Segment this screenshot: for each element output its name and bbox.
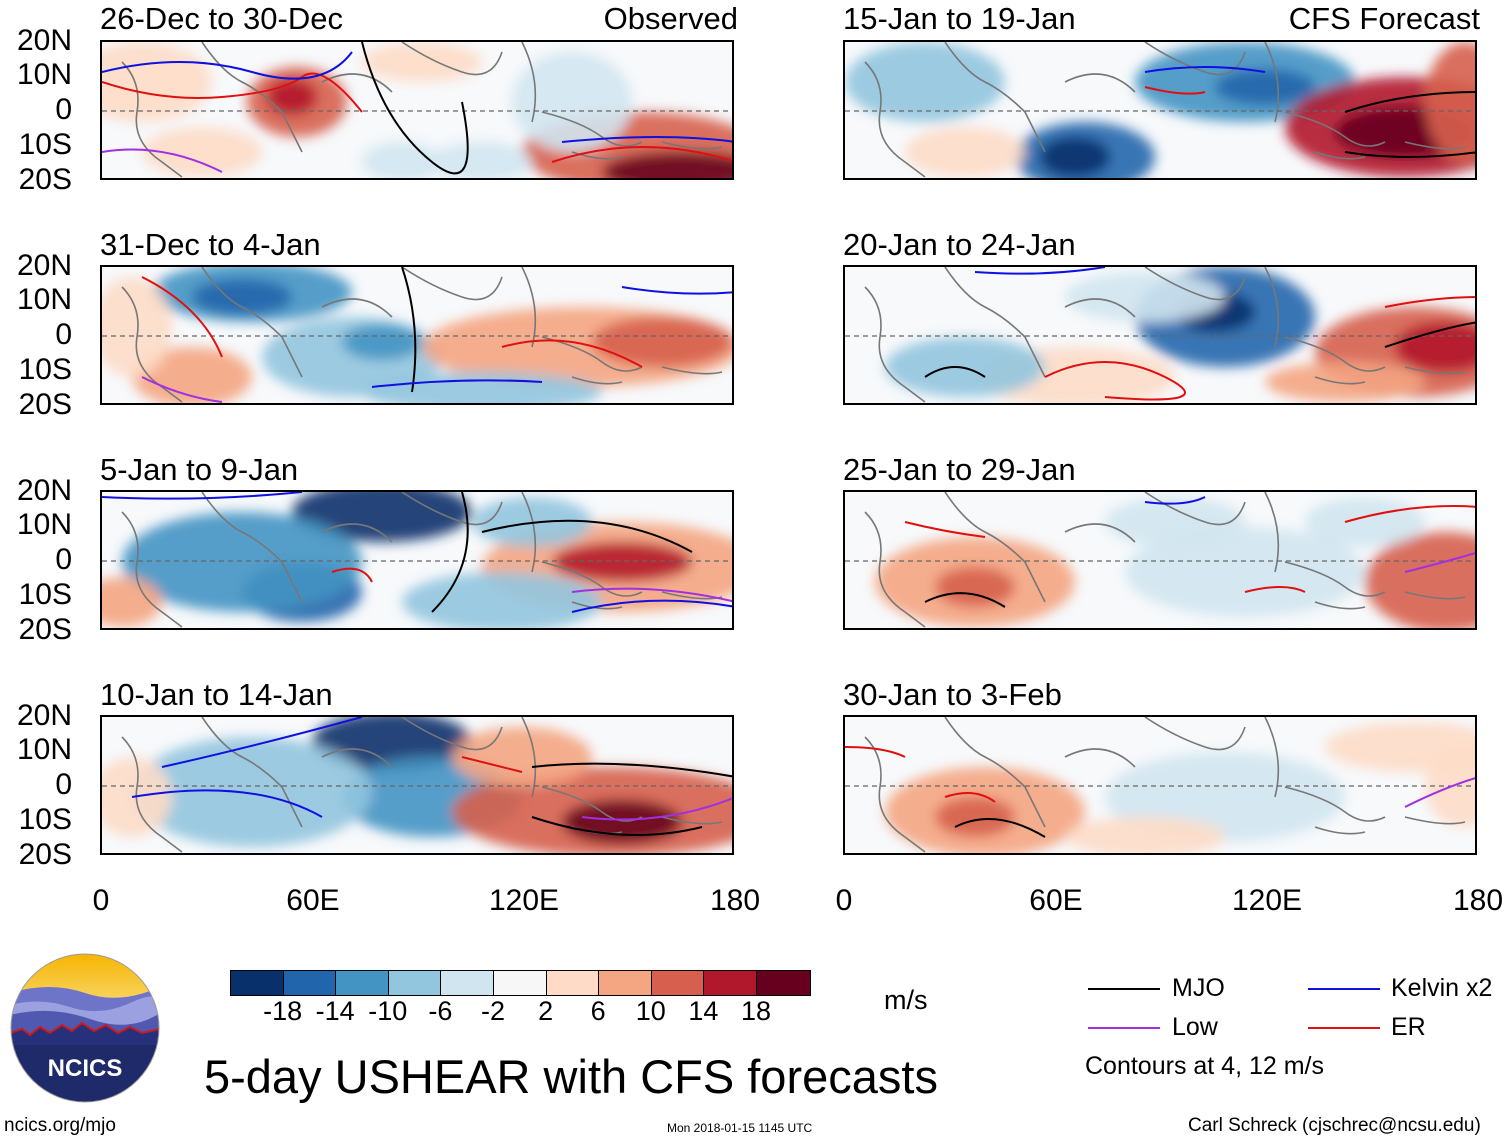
panel-title-5: 15-Jan to 19-Jan: [843, 1, 1076, 36]
legend-label-er: ER: [1391, 1013, 1426, 1041]
contour-note: Contours at 4, 12 m/s: [1085, 1052, 1325, 1080]
colorbar-label: 6: [590, 996, 606, 1026]
y-tick-1-0: 0: [55, 93, 72, 126]
y-tick-3-20s: 20S: [18, 613, 72, 646]
colorbar-swatch: [546, 971, 600, 995]
colorbar-label: -2: [480, 996, 505, 1026]
map-panel-obs-2: [100, 265, 734, 405]
y-tick-4-10n: 10N: [16, 733, 72, 766]
map-panel-fcst-1: [843, 40, 1477, 180]
colorbar: [230, 970, 811, 996]
legend-line-er: [1308, 1027, 1380, 1029]
logo-text: NCICS: [48, 1055, 123, 1082]
y-tick-2-20s: 20S: [18, 388, 72, 421]
legend-label-kelvin: Kelvin x2: [1391, 974, 1493, 1002]
colorbar-label: 2: [538, 996, 554, 1026]
y-tick-1-20n: 20N: [16, 24, 72, 57]
colorbar-label: -14: [315, 996, 355, 1026]
colorbar-swatch: [651, 971, 705, 995]
colorbar-swatch: [704, 971, 757, 995]
y-tick-2-10s: 10S: [18, 353, 72, 386]
y-tick-4-10s: 10S: [18, 803, 72, 836]
map-panel-obs-1: [100, 40, 734, 180]
y-tick-4-20s: 20S: [18, 838, 72, 871]
colorbar-swatch: [493, 971, 547, 995]
colorbar-swatch: [599, 971, 652, 995]
colorbar-label: -6: [428, 996, 453, 1026]
legend-label-mjo: MJO: [1172, 974, 1225, 1002]
panel-title-1: 26-Dec to 30-Dec: [100, 1, 343, 36]
ncics-logo: NCICS: [10, 953, 160, 1103]
colorbar-label: 18: [740, 996, 772, 1026]
y-tick-3-20n: 20N: [16, 474, 72, 507]
panel-title-8: 30-Jan to 3-Feb: [843, 677, 1062, 712]
colorbar-swatch: [231, 971, 284, 995]
y-tick-1-10s: 10S: [18, 128, 72, 161]
legend-label-low: Low: [1172, 1013, 1218, 1041]
observed-label: Observed: [603, 1, 738, 36]
x-tick-120e-left: 120E: [488, 884, 560, 917]
legend-line-kelvin: [1308, 988, 1380, 990]
legend-line-mjo: [1088, 988, 1160, 990]
colorbar-swatch: [336, 971, 389, 995]
colorbar-units: m/s: [884, 985, 928, 1015]
x-tick-60e-left: 60E: [286, 884, 340, 917]
colorbar-swatch: [441, 971, 494, 995]
y-tick-3-0: 0: [55, 543, 72, 576]
author-credit: Carl Schreck (cjschrec@ncsu.edu): [1188, 1115, 1481, 1136]
colorbar-swatch: [756, 971, 810, 995]
colorbar-swatch: [283, 971, 337, 995]
y-tick-3-10s: 10S: [18, 578, 72, 611]
map-panel-obs-4: [100, 715, 734, 855]
map-panel-fcst-4: [843, 715, 1477, 855]
y-tick-2-0: 0: [55, 318, 72, 351]
x-tick-120e-right: 120E: [1231, 884, 1303, 917]
x-tick-180-right: 180: [1452, 884, 1504, 917]
y-tick-2-10n: 10N: [16, 283, 72, 316]
y-tick-4-20n: 20N: [16, 699, 72, 732]
timestamp: Mon 2018-01-15 1145 UTC: [667, 1121, 813, 1135]
x-tick-0-right: 0: [835, 884, 853, 917]
y-tick-4-0: 0: [55, 768, 72, 801]
legend-line-low: [1088, 1027, 1160, 1029]
y-tick-1-20s: 20S: [18, 163, 72, 196]
x-tick-60e-right: 60E: [1029, 884, 1083, 917]
y-tick-3-10n: 10N: [16, 508, 72, 541]
main-title: 5-day USHEAR with CFS forecasts: [204, 1050, 938, 1103]
panel-title-6: 20-Jan to 24-Jan: [843, 227, 1076, 262]
map-panel-fcst-2: [843, 265, 1477, 405]
map-panel-obs-3: [100, 490, 734, 630]
panel-title-2: 31-Dec to 4-Jan: [100, 227, 321, 262]
colorbar-swatch: [388, 971, 442, 995]
y-tick-2-20n: 20N: [16, 249, 72, 282]
panel-title-3: 5-Jan to 9-Jan: [100, 452, 299, 487]
x-tick-180-left: 180: [709, 884, 761, 917]
x-tick-0-left: 0: [92, 884, 110, 917]
colorbar-label: 10: [635, 996, 666, 1026]
colorbar-label: -18: [263, 996, 303, 1026]
site-url[interactable]: ncics.org/mjo: [4, 1115, 116, 1136]
panel-title-7: 25-Jan to 29-Jan: [843, 452, 1076, 487]
panel-title-4: 10-Jan to 14-Jan: [100, 677, 333, 712]
y-tick-1-10n: 10N: [16, 58, 72, 91]
colorbar-label: -10: [368, 996, 408, 1026]
cfs-forecast-label: CFS Forecast: [1288, 1, 1480, 36]
colorbar-label: 14: [688, 996, 719, 1026]
map-panel-fcst-3: [843, 490, 1477, 630]
